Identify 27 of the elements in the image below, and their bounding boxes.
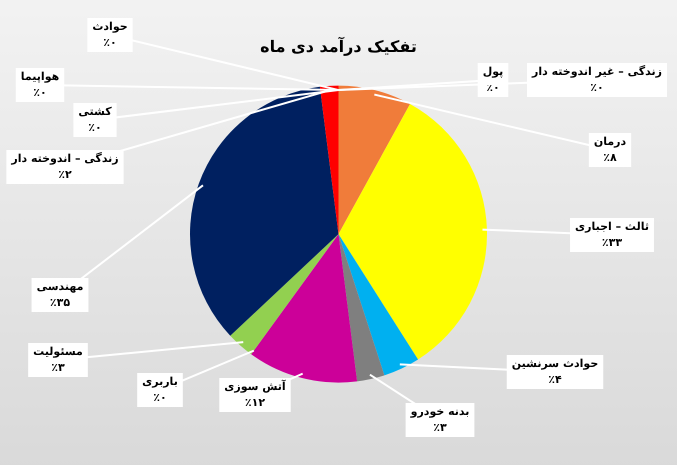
data-label: ٪۳۳ [602, 236, 622, 249]
category-label: هواپیما [20, 70, 60, 83]
category-label: حوادث [92, 20, 128, 33]
text: ٪۰ [33, 86, 47, 99]
data-label: ٪۲ [58, 168, 72, 181]
slice-label: مسئولیت [33, 344, 83, 358]
category-label: زندگی – غیر اندوخته دار [532, 64, 662, 78]
text: ٪۰ [590, 80, 604, 94]
data-label: ٪۱۲ [244, 396, 266, 409]
slice-label: بدنه خودرو [410, 404, 470, 418]
text: ٪۰ [153, 390, 167, 404]
data-label: ٪۳ [51, 360, 65, 374]
slice-label: مهندسی [36, 280, 84, 293]
data-label: ٪۳ [433, 420, 447, 434]
data-label: ٪۸ [603, 150, 617, 164]
category-label: باربری [142, 374, 178, 388]
slice-label: درمان [594, 134, 627, 148]
slice-label: حوادث سرنشین [512, 356, 598, 370]
category-label: کشتی [78, 104, 112, 118]
category-label: پول [482, 64, 504, 78]
chart-title: تفکیک درآمد دی ماه [260, 36, 417, 56]
data-label: ٪۳۵ [50, 296, 70, 309]
text: ٪۰ [103, 36, 117, 49]
slice-label: زندگی – اندوخته دار [10, 152, 119, 165]
data-label: ٪۴ [548, 372, 562, 386]
text: ٪۰ [88, 120, 102, 134]
slice-label: ثالث – اجباری [575, 220, 649, 233]
